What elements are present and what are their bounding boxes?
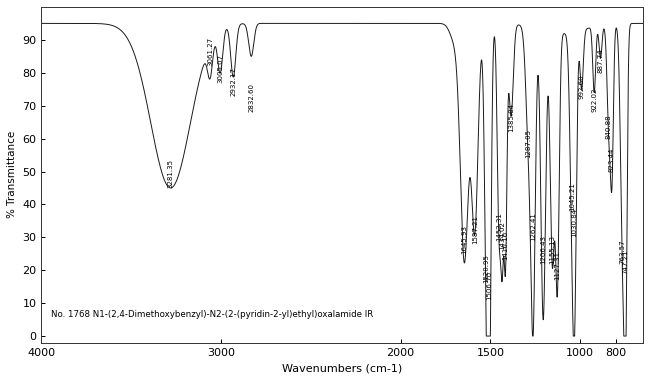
Text: 992.60: 992.60 [578, 74, 584, 99]
Text: 823.44: 823.44 [609, 147, 615, 171]
Text: 1206.43: 1206.43 [540, 235, 546, 264]
Text: 1385.04: 1385.04 [508, 103, 514, 132]
Text: 1262.41: 1262.41 [530, 212, 536, 241]
Text: 1452.31: 1452.31 [496, 212, 502, 241]
Text: 3061.27: 3061.27 [207, 37, 213, 66]
Text: 1127.31: 1127.31 [554, 251, 560, 280]
Text: 840.88: 840.88 [606, 114, 612, 139]
Text: No. 1768 N1-(2,4-Dimethoxybenzyl)-N2-(2-(pyridin-2-yl)ethyl)oxalamide IR: No. 1768 N1-(2,4-Dimethoxybenzyl)-N2-(2-… [51, 310, 372, 319]
Text: 922.02: 922.02 [592, 88, 597, 112]
Text: 1416.16: 1416.16 [502, 231, 508, 260]
Text: 763.57: 763.57 [619, 239, 626, 264]
Text: 2932.17: 2932.17 [230, 67, 236, 96]
Text: 1506.70: 1506.70 [486, 271, 492, 300]
Text: 1587.21: 1587.21 [472, 215, 478, 244]
Text: 1520.95: 1520.95 [484, 255, 489, 283]
Text: 1645.93: 1645.93 [462, 225, 467, 254]
Text: 2832.60: 2832.60 [248, 83, 254, 112]
Text: 1030.84: 1030.84 [571, 208, 578, 238]
Text: 1045.21: 1045.21 [569, 182, 575, 211]
X-axis label: Wavenumbers (cm-1): Wavenumbers (cm-1) [282, 363, 402, 373]
Text: 1155.13: 1155.13 [549, 235, 555, 264]
Text: 1434.02: 1434.02 [499, 222, 505, 250]
Text: 747.21: 747.21 [623, 249, 629, 274]
Text: 3281.35: 3281.35 [168, 159, 174, 188]
Y-axis label: % Transmittance: % Transmittance [7, 131, 17, 218]
Text: 1287.05: 1287.05 [526, 129, 532, 158]
Text: 887.74: 887.74 [597, 48, 603, 73]
Text: 3005.07: 3005.07 [217, 54, 223, 82]
